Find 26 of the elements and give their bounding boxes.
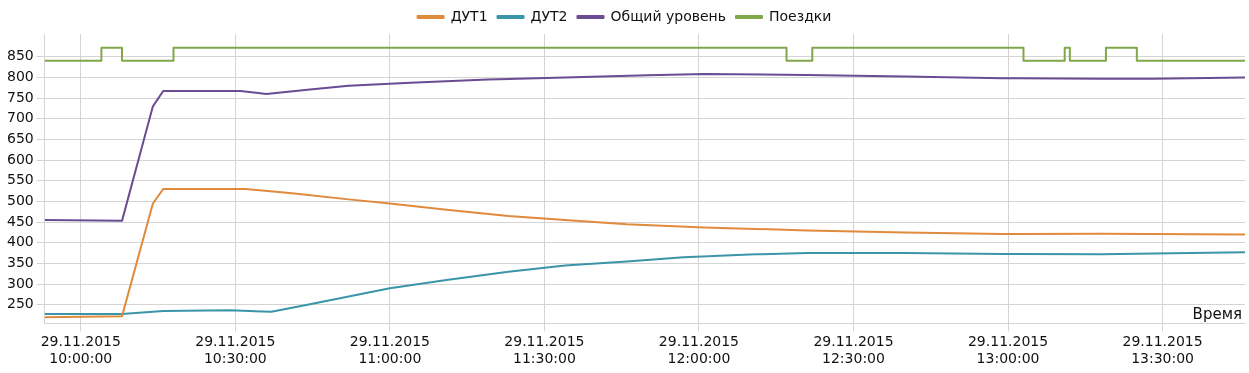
x-tick-label: 29.11.2015 11:30:00 — [504, 333, 585, 367]
legend-label: ДУТ2 — [530, 7, 568, 24]
y-tick-label: 800 — [6, 68, 34, 85]
x-tick-label: 29.11.2015 13:30:00 — [1122, 333, 1203, 367]
x-tick-label: 29.11.2015 13:00:00 — [967, 333, 1049, 367]
y-tick-label: 650 — [6, 130, 34, 147]
y-tick-label: 550 — [6, 171, 34, 188]
y-tick-label: 600 — [6, 150, 34, 167]
x-tick-label: 29.11.2015 12:30:00 — [813, 333, 894, 367]
legend-label: Поездки — [768, 7, 832, 24]
y-tick-label: 450 — [6, 212, 34, 229]
y-tick-label: 500 — [6, 192, 34, 209]
y-tick-label: 750 — [6, 88, 34, 105]
x-tick-label: 29.11.2015 11:00:00 — [349, 333, 430, 367]
y-tick-label: 700 — [6, 109, 34, 126]
x-tick-label: 29.11.2015 10:00:00 — [40, 333, 121, 367]
y-tick-label: 250 — [6, 295, 34, 312]
y-tick-label: 300 — [6, 274, 34, 291]
legend-label: ДУТ1 — [450, 7, 488, 24]
y-tick-label: 850 — [6, 47, 34, 64]
x-axis-title: Время — [1192, 304, 1242, 323]
legend-label: Общий уровень — [610, 7, 726, 24]
x-tick-label: 29.11.2015 10:30:00 — [195, 333, 276, 367]
x-tick-label: 29.11.2015 12:00:00 — [658, 333, 740, 367]
y-tick-label: 350 — [6, 254, 34, 271]
y-tick-label: 400 — [6, 233, 34, 250]
